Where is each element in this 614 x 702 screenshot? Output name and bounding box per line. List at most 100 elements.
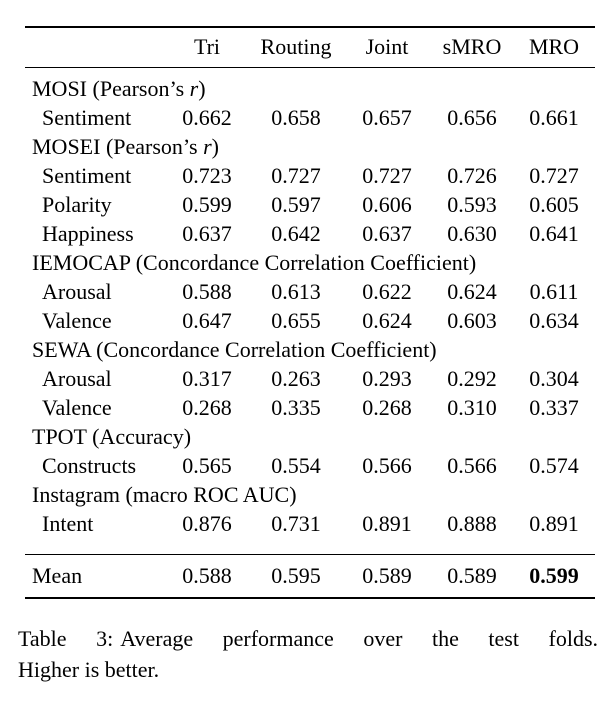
metric-value: 0.891	[362, 510, 412, 536]
metric-value: 0.588	[182, 278, 232, 304]
math-variable: r	[189, 75, 199, 101]
metric-label: Valence	[42, 394, 112, 420]
metric-value: 0.597	[271, 191, 321, 217]
metric-value: 0.891	[529, 510, 579, 536]
metric-row: Arousal 0.317 0.263 0.293 0.292 0.304	[25, 364, 595, 393]
metric-row: Valence 0.647 0.655 0.624 0.603 0.634	[25, 306, 595, 335]
caption-label: Table 3:	[18, 626, 114, 651]
metric-value: 0.292	[447, 365, 497, 391]
metric-value: 0.637	[362, 220, 412, 246]
math-variable: r	[203, 133, 212, 159]
metric-value: 0.574	[529, 452, 579, 478]
metric-value: 0.888	[447, 510, 497, 536]
metric-value: 0.731	[271, 510, 321, 536]
metric-value: 0.605	[529, 191, 579, 217]
metric-row: Sentiment 0.662 0.658 0.657 0.656 0.661	[25, 103, 595, 132]
metric-value: 0.613	[271, 278, 321, 304]
dataset-group-label: SEWA (Concordance Correlation Coefficien…	[32, 336, 437, 362]
dataset-group-row: MOSI (Pearson’s r)	[25, 67, 595, 103]
dataset-group-label: MOSEI (Pearson’s r)	[32, 133, 219, 159]
metric-value: 0.566	[362, 452, 412, 478]
mean-value-3: 0.589	[431, 553, 513, 598]
column-header-tri: Tri	[165, 27, 249, 68]
metric-row: Intent 0.876 0.731 0.891 0.888 0.891	[25, 509, 595, 555]
metric-label: Arousal	[42, 365, 112, 391]
mean-value-1: 0.595	[249, 553, 343, 598]
metric-label: Intent	[42, 510, 94, 536]
column-header-joint: Joint	[343, 27, 431, 68]
metric-value: 0.304	[529, 365, 579, 391]
metric-value: 0.662	[182, 104, 232, 130]
dataset-group-label: TPOT (Accuracy)	[32, 423, 192, 449]
metric-value: 0.727	[271, 162, 321, 188]
mean-row: Mean 0.588 0.595 0.589 0.589 0.599	[25, 553, 595, 598]
metric-value: 0.641	[529, 220, 579, 246]
column-header-mro: MRO	[513, 27, 595, 68]
metric-value: 0.593	[447, 191, 497, 217]
metric-value: 0.655	[271, 307, 321, 333]
metric-value: 0.603	[447, 307, 497, 333]
dataset-group-row: SEWA (Concordance Correlation Coefficien…	[25, 335, 595, 364]
metric-value: 0.634	[529, 307, 579, 333]
metric-value: 0.657	[362, 104, 412, 130]
metric-row: Arousal 0.588 0.613 0.622 0.624 0.611	[25, 277, 595, 306]
table-caption: Table 3: Average performance over the tes…	[18, 623, 598, 685]
mean-label: Mean	[25, 553, 165, 598]
metric-label: Sentiment	[42, 162, 132, 188]
metric-value: 0.268	[182, 394, 232, 420]
metric-value: 0.310	[447, 394, 497, 420]
caption-line-2: Higher is better.	[18, 657, 160, 682]
dataset-group-row: MOSEI (Pearson’s r)	[25, 132, 595, 161]
header-stub-cell	[25, 27, 165, 68]
metric-value: 0.611	[529, 278, 579, 304]
metric-value: 0.723	[182, 162, 232, 188]
metric-label: Polarity	[42, 191, 112, 217]
metric-value: 0.656	[447, 104, 497, 130]
metric-row: Polarity 0.599 0.597 0.606 0.593 0.605	[25, 190, 595, 219]
dataset-group-label: Instagram (macro ROC AUC)	[32, 481, 297, 507]
column-header-smro: sMRO	[431, 27, 513, 68]
metric-value: 0.606	[362, 191, 412, 217]
metric-value: 0.726	[447, 162, 497, 188]
metric-value: 0.566	[447, 452, 497, 478]
metric-value: 0.624	[362, 307, 412, 333]
metric-row: Happiness 0.637 0.642 0.637 0.630 0.641	[25, 219, 595, 248]
dataset-group-label: IEMOCAP (Concordance Correlation Coeffic…	[32, 249, 477, 275]
dataset-group-row: TPOT (Accuracy)	[25, 422, 595, 451]
metric-value: 0.263	[271, 365, 321, 391]
metric-value: 0.642	[271, 220, 321, 246]
metric-value: 0.335	[271, 394, 321, 420]
metric-value: 0.727	[362, 162, 412, 188]
metric-value: 0.317	[182, 365, 232, 391]
metric-row: Constructs 0.565 0.554 0.566 0.566 0.574	[25, 451, 595, 480]
mean-value-2: 0.589	[343, 553, 431, 598]
metric-value: 0.268	[362, 394, 412, 420]
dataset-group-label: MOSI (Pearson’s r)	[32, 75, 206, 101]
metric-label: Constructs	[42, 452, 137, 478]
metric-row: Valence 0.268 0.335 0.268 0.310 0.337	[25, 393, 595, 422]
metric-value: 0.622	[362, 278, 412, 304]
metric-label: Sentiment	[42, 104, 132, 130]
metric-value: 0.565	[182, 452, 232, 478]
column-header-routing: Routing	[249, 27, 343, 68]
metric-label: Arousal	[42, 278, 112, 304]
metric-row: Sentiment 0.723 0.727 0.727 0.726 0.727	[25, 161, 595, 190]
dataset-group-row: IEMOCAP (Concordance Correlation Coeffic…	[25, 248, 595, 277]
header-row: Tri Routing Joint sMRO MRO	[25, 27, 595, 68]
dataset-group-row: Instagram (macro ROC AUC)	[25, 480, 595, 509]
results-table-wrap: Tri Routing Joint sMRO MRO MOSI (Pearson…	[25, 26, 595, 599]
caption-text: Average performance over the test folds.	[120, 626, 599, 651]
results-table: Tri Routing Joint sMRO MRO MOSI (Pearson…	[25, 26, 595, 599]
metric-value: 0.599	[182, 191, 232, 217]
metric-value: 0.727	[529, 162, 579, 188]
metric-value: 0.658	[271, 104, 321, 130]
metric-value: 0.337	[529, 394, 579, 420]
metric-label: Happiness	[42, 220, 134, 246]
mean-value-0: 0.588	[165, 553, 249, 598]
metric-value: 0.293	[362, 365, 412, 391]
metric-label: Valence	[42, 307, 112, 333]
metric-value: 0.554	[271, 452, 321, 478]
caption-line-1: Table 3: Average performance over the tes…	[18, 623, 598, 654]
metric-value: 0.876	[182, 510, 232, 536]
